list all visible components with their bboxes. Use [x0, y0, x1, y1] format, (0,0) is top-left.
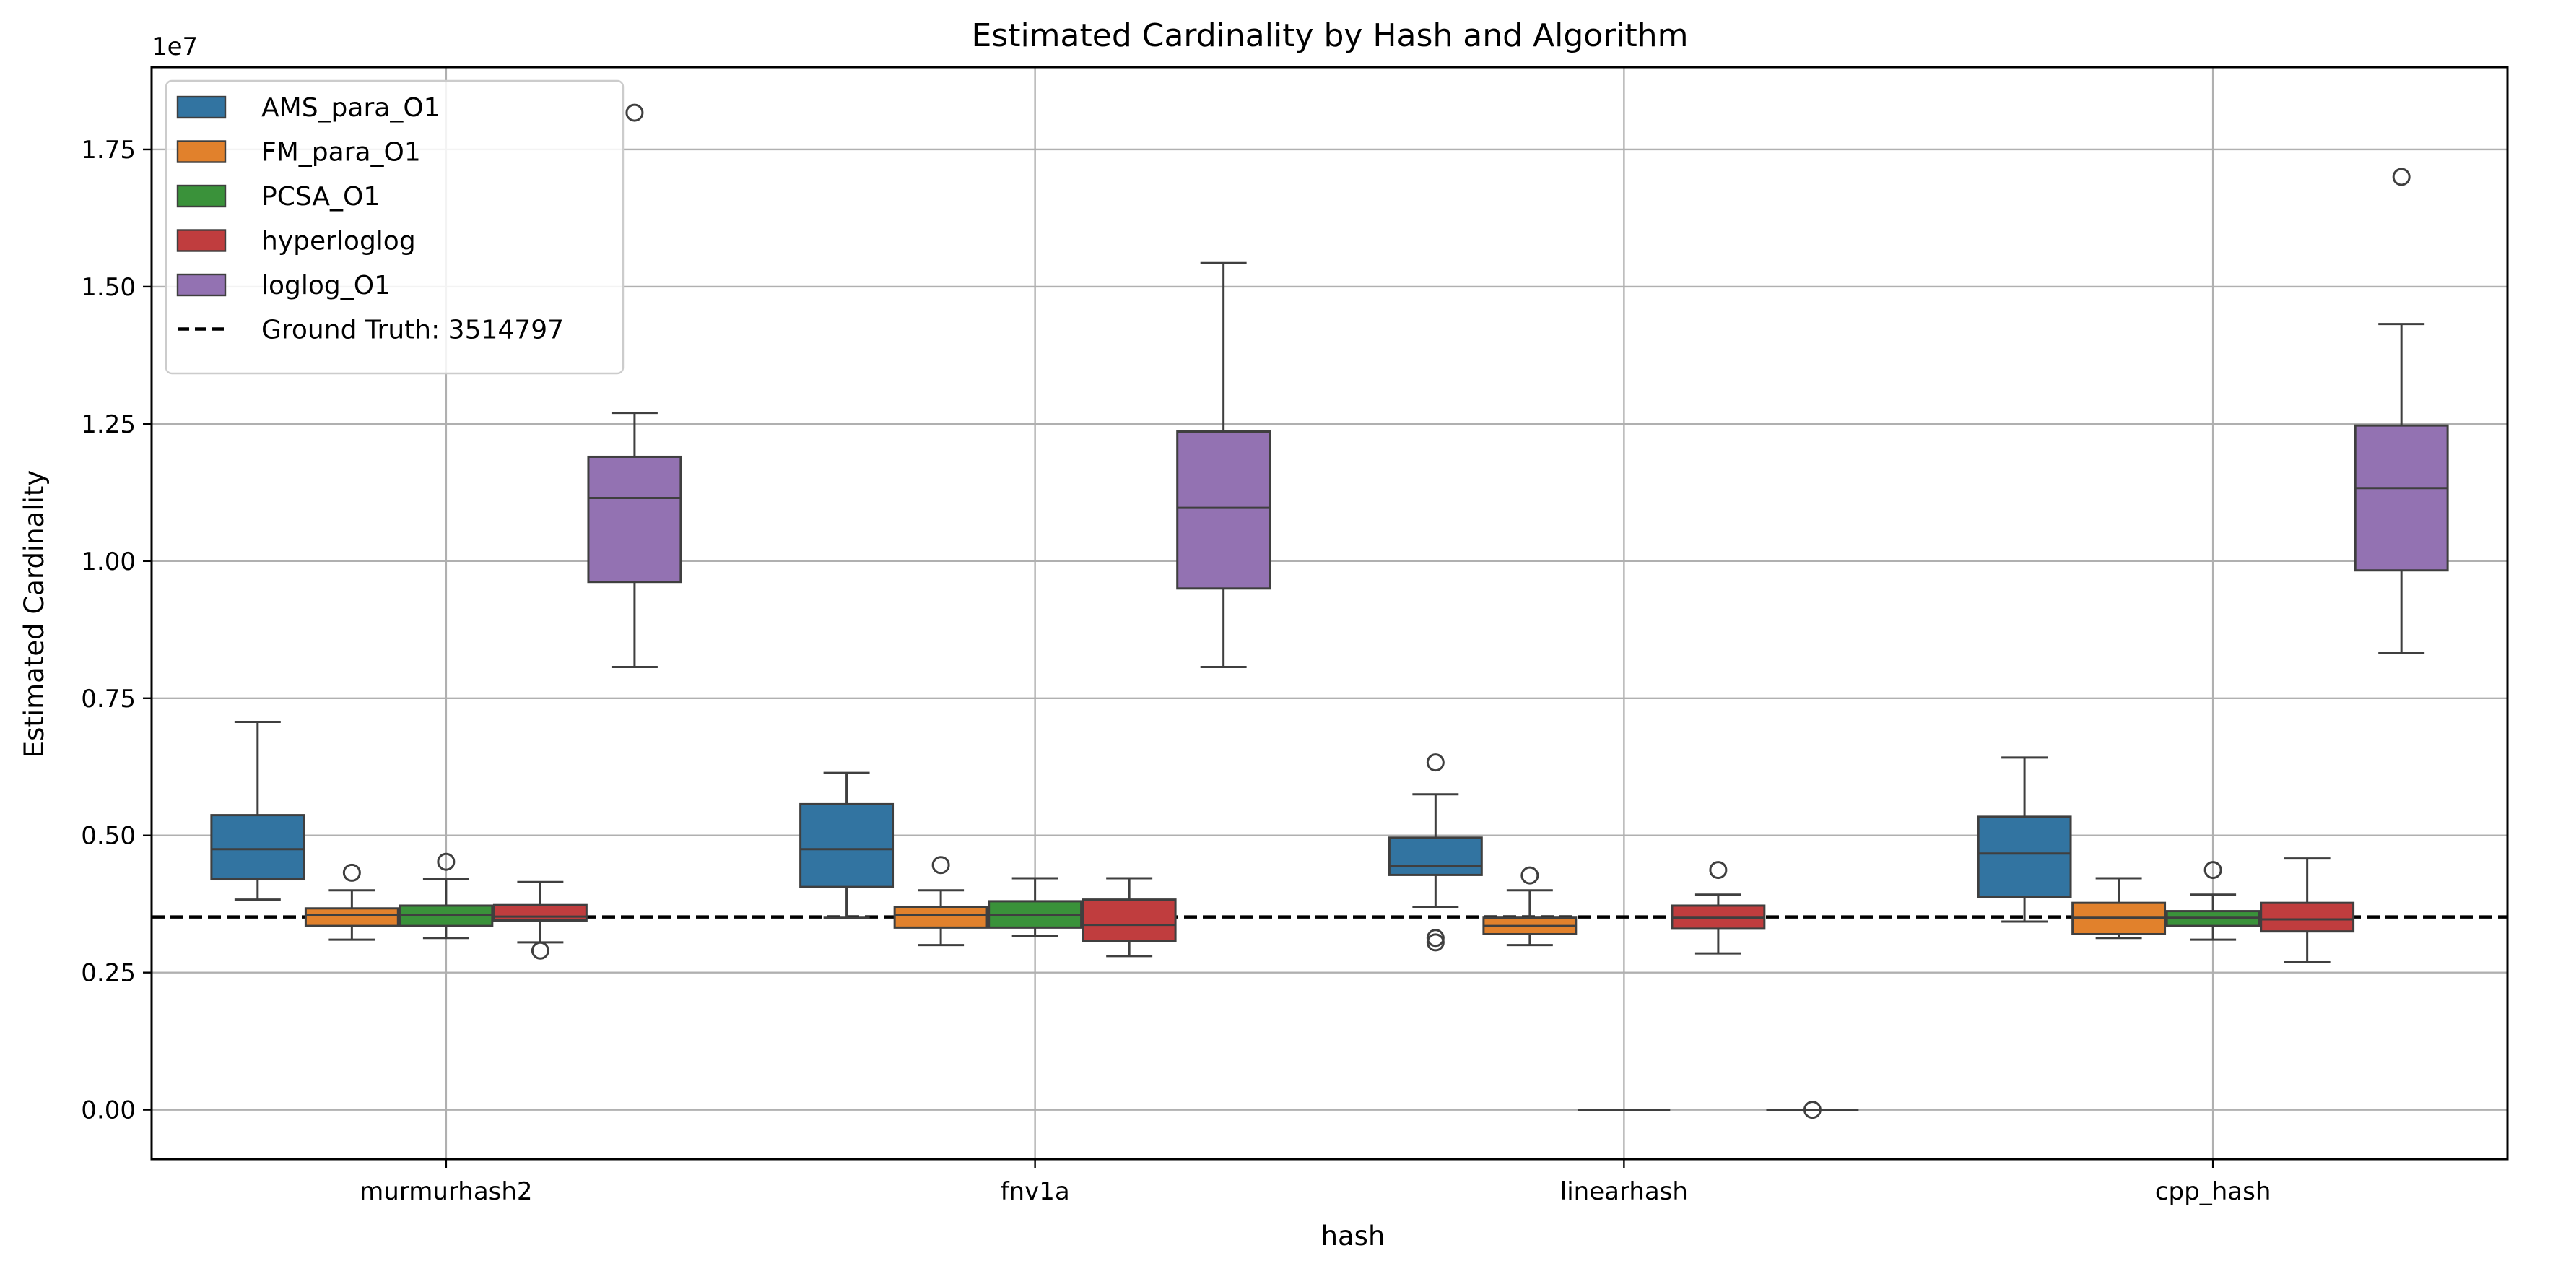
y-axis: 0.00 0.25 0.50 0.75 1.00 1.25 1.50 1.75 — [81, 136, 152, 1125]
y-tick-label: 0.25 — [81, 959, 136, 988]
box-plot-group — [210, 103, 2449, 1119]
box-hyperloglog-linearhash — [1671, 861, 1766, 955]
box-FM_para_O1-linearhash — [1482, 866, 1578, 947]
legend-swatch — [176, 273, 227, 297]
outlier-point — [931, 856, 950, 875]
outlier-point — [1803, 1101, 1822, 1119]
box-loglog_O1-fnv1a — [1176, 261, 1271, 668]
y-tick-label: 0.75 — [81, 685, 136, 714]
x-tick-label: murmurhash2 — [360, 1177, 532, 1206]
legend-label: loglog_O1 — [261, 271, 391, 300]
box-body — [587, 455, 682, 584]
y-axis-title: Estimated Cardinality — [19, 470, 50, 758]
box-AMS_para_O1-murmurhash2 — [210, 720, 305, 901]
box-body — [799, 802, 895, 888]
outlier-point — [1426, 929, 1445, 948]
legend-swatch — [176, 140, 227, 163]
plot-frame — [150, 66, 2509, 1161]
outlier-point — [342, 863, 361, 882]
chart-title: Estimated Cardinality by Hash and Algori… — [971, 17, 1688, 54]
box-PCSA_O1-fnv1a — [988, 877, 1083, 938]
outlier-point — [2392, 168, 2411, 186]
box-FM_para_O1-cpp_hash — [2071, 877, 2167, 940]
legend-swatch — [176, 184, 227, 208]
box-loglog_O1-linearhash — [1766, 1101, 1859, 1119]
legend-label: FM_para_O1 — [261, 138, 421, 168]
y-tick-label: 0.50 — [81, 822, 136, 851]
box-AMS_para_O1-fnv1a — [799, 771, 895, 919]
box-hyperloglog-cpp_hash — [2260, 857, 2355, 963]
box-loglog_O1-cpp_hash — [2354, 168, 2449, 654]
y-tick-label: 1.50 — [81, 273, 136, 302]
box-AMS_para_O1-linearhash — [1388, 753, 1483, 952]
legend-frame — [165, 79, 625, 375]
box-loglog_O1-murmurhash2 — [587, 103, 682, 668]
outlier-point — [625, 103, 644, 122]
legend-label: AMS_para_O1 — [261, 93, 440, 123]
x-tick-label: linearhash — [1560, 1177, 1688, 1206]
y-tick-label: 1.00 — [81, 547, 136, 576]
box-PCSA_O1-cpp_hash — [2165, 861, 2260, 941]
x-axis: murmurhash2 fnv1a linearhash cpp_hash — [360, 1159, 2271, 1206]
outlier-point — [2203, 861, 2222, 880]
legend-label: Ground Truth: 3514797 — [261, 316, 564, 345]
box-body — [210, 814, 305, 881]
outlier-point — [1426, 933, 1445, 952]
box-body — [1082, 898, 1177, 942]
y-tick-label: 1.25 — [81, 410, 136, 439]
box-FM_para_O1-fnv1a — [893, 856, 988, 947]
y-offset-label: 1e7 — [152, 32, 198, 61]
x-tick-label: cpp_hash — [2155, 1177, 2271, 1206]
outlier-point — [531, 941, 549, 960]
box-body — [492, 904, 588, 922]
box-hyperloglog-fnv1a — [1082, 877, 1177, 958]
legend-swatch — [176, 95, 227, 119]
box-body — [304, 907, 399, 927]
y-tick-label: 0.00 — [81, 1096, 136, 1125]
box-PCSA_O1-murmurhash2 — [399, 852, 494, 940]
outlier-point — [1426, 753, 1445, 772]
x-axis-title: hash — [1321, 1221, 1385, 1252]
outlier-point — [1520, 866, 1539, 885]
box-body — [1977, 815, 2072, 898]
box-FM_para_O1-murmurhash2 — [304, 863, 399, 941]
box-body — [2354, 424, 2449, 572]
outlier-point — [437, 852, 456, 871]
legend-label: hyperloglog — [261, 227, 416, 256]
legend-swatch — [176, 229, 227, 252]
outlier-point — [1709, 861, 1728, 880]
box-hyperloglog-murmurhash2 — [492, 880, 588, 960]
box-body — [1388, 836, 1483, 876]
box-body — [2260, 901, 2355, 933]
legend-label: PCSA_O1 — [261, 182, 380, 212]
y-tick-label: 1.75 — [81, 136, 136, 165]
box-body — [893, 905, 988, 929]
box-body — [1176, 430, 1271, 590]
legend: AMS_para_O1 FM_para_O1 PCSA_O1 hyperloglog l… — [165, 79, 625, 375]
x-tick-label: fnv1a — [1001, 1177, 1070, 1206]
box-AMS_para_O1-cpp_hash — [1977, 756, 2072, 923]
